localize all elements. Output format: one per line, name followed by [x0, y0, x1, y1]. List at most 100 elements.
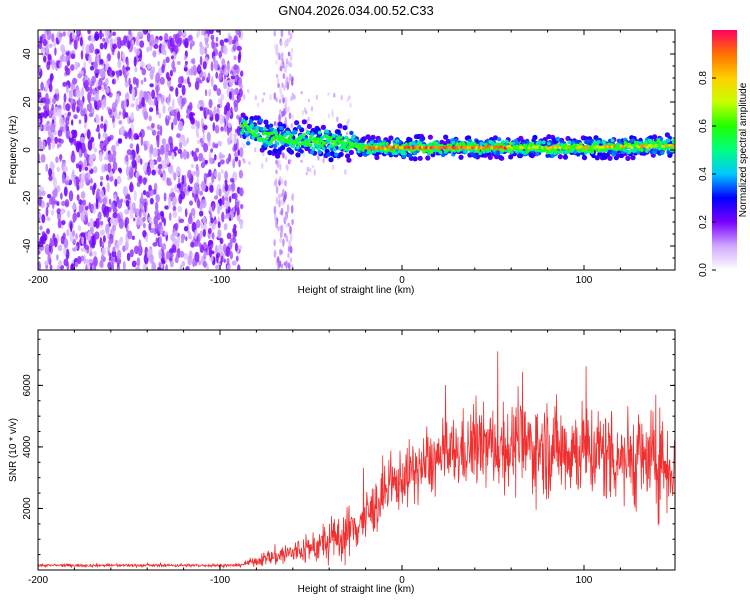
noise-speckle: [192, 257, 196, 268]
noise-speckle: [63, 124, 66, 134]
noise-speckle: [288, 112, 292, 120]
noise-speckle: [169, 86, 174, 92]
noise-speckle: [254, 147, 257, 153]
signal-cell: [272, 143, 278, 149]
noise-speckle: [105, 174, 110, 181]
noise-speckle: [291, 218, 294, 226]
noise-speckle: [161, 43, 165, 55]
signal-cell: [275, 141, 280, 146]
noise-speckle: [100, 181, 103, 187]
signal-cell: [478, 151, 482, 156]
noise-speckle: [214, 143, 219, 149]
noise-speckle: [275, 196, 279, 205]
noise-speckle: [40, 46, 46, 56]
signal-cell: [627, 150, 631, 155]
noise-speckle: [49, 264, 53, 270]
signal-cell: [581, 155, 588, 161]
noise-speckle: [307, 98, 311, 103]
signal-cell: [466, 143, 471, 147]
signal-cell: [298, 136, 303, 141]
noise-speckle: [112, 121, 116, 129]
colorbar-label: Normalized spectral amplitude: [738, 82, 749, 217]
noise-speckle: [215, 244, 218, 255]
noise-speckle: [124, 216, 130, 225]
noise-speckle: [193, 182, 199, 191]
signal-cell: [596, 140, 601, 144]
noise-speckle: [89, 185, 93, 191]
noise-speckle: [189, 111, 194, 122]
noise-speckle: [289, 96, 293, 102]
noise-speckle: [84, 244, 90, 251]
signal-cell: [339, 135, 343, 139]
signal-cell: [495, 151, 501, 156]
noise-speckle: [289, 159, 292, 163]
signal-cell: [630, 155, 636, 161]
signal-cell: [342, 125, 348, 131]
noise-speckle: [300, 159, 303, 163]
noise-speckle: [111, 102, 117, 112]
noise-speckle: [42, 34, 46, 40]
noise-speckle: [114, 178, 118, 187]
noise-speckle: [122, 260, 126, 270]
noise-speckle: [204, 89, 208, 97]
noise-speckle: [142, 216, 146, 223]
signal-cell: [497, 142, 501, 147]
signal-cell: [370, 134, 376, 140]
noise-speckle: [152, 189, 157, 195]
noise-speckle: [232, 44, 237, 52]
noise-speckle: [38, 66, 41, 73]
noise-speckle: [158, 35, 163, 41]
noise-speckle: [76, 30, 80, 36]
noise-speckle: [215, 30, 221, 33]
signal-cell: [353, 142, 357, 146]
noise-speckle: [185, 267, 190, 270]
noise-speckle: [182, 149, 187, 160]
noise-speckle: [163, 217, 166, 227]
noise-speckle: [210, 76, 214, 87]
noise-speckle: [80, 172, 86, 183]
noise-speckle: [151, 129, 157, 136]
signal-cell: [306, 123, 312, 129]
noise-speckle: [170, 233, 175, 241]
noise-speckle: [194, 229, 197, 240]
noise-speckle: [148, 99, 154, 106]
noise-speckle: [70, 222, 73, 233]
noise-speckle: [196, 132, 200, 139]
noise-speckle: [204, 33, 209, 39]
noise-speckle: [275, 169, 278, 175]
noise-speckle: [225, 246, 231, 258]
noise-speckle: [203, 172, 207, 182]
signal-cell: [453, 138, 459, 143]
noise-speckle: [151, 169, 156, 176]
noise-speckle: [51, 119, 55, 125]
noise-speckle: [156, 124, 161, 131]
noise-speckle: [225, 101, 231, 112]
signal-cell: [270, 131, 275, 135]
noise-speckle: [214, 195, 218, 200]
noise-speckle: [273, 30, 277, 37]
signal-cell: [594, 155, 600, 161]
noise-speckle: [234, 156, 239, 162]
noise-speckle: [41, 214, 46, 224]
noise-speckle: [121, 100, 125, 110]
signal-cell: [651, 140, 655, 144]
noise-speckle: [80, 191, 86, 199]
noise-speckle: [105, 78, 109, 85]
noise-speckle: [226, 257, 230, 265]
noise-speckle: [98, 198, 103, 204]
noise-speckle: [148, 222, 152, 231]
noise-speckle: [47, 53, 52, 61]
noise-speckle: [87, 231, 92, 241]
colorbar-tick-label: 0.6: [698, 119, 709, 133]
noise-speckle: [221, 58, 226, 66]
signal-cell: [348, 141, 352, 146]
signal-cell: [545, 153, 550, 158]
signal-cell: [348, 149, 354, 155]
noise-speckle: [135, 78, 139, 86]
noise-speckle: [284, 179, 287, 187]
noise-speckle: [285, 38, 289, 46]
noise-speckle: [80, 232, 86, 237]
noise-speckle: [129, 154, 133, 161]
y-tick-label: 2000: [22, 497, 33, 520]
signal-cell: [302, 132, 306, 136]
